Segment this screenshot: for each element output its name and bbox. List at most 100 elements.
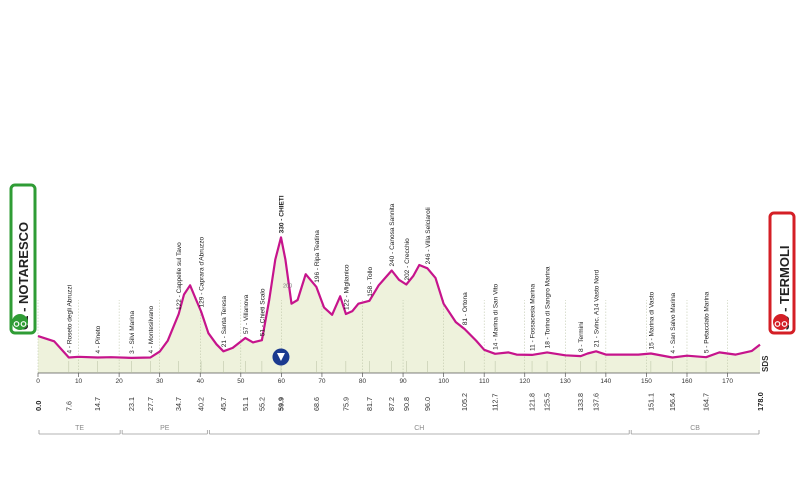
- waypoint-name: 51 - Chieti Scalo: [259, 288, 266, 336]
- waypoint-name: 57 - Villanova: [243, 294, 250, 334]
- waypoint-km-label: 112.7: [491, 394, 500, 411]
- waypoint-name: 3 - Silvi Marina: [129, 311, 136, 354]
- waypoint-km-label: 75.9: [341, 397, 350, 411]
- kom-arrow-icon: [276, 353, 285, 361]
- waypoint-km-label: 55.2: [257, 397, 266, 411]
- waypoint-name: 81 - Ortona: [462, 292, 469, 325]
- km-tick-label: 40: [197, 378, 205, 385]
- start-badge: [9, 183, 37, 335]
- waypoint-name: 246 - Villa Selciaroli: [425, 207, 432, 264]
- bike-wheel-icon: [13, 321, 20, 327]
- waypoint-km-label: 125.5: [543, 393, 552, 411]
- waypoint-km-label: 156.4: [668, 393, 677, 411]
- region-label: PE: [160, 425, 170, 432]
- waypoint-name: 330 - CHIETI: [278, 195, 285, 233]
- waypoint-km-label: 137.6: [592, 393, 601, 411]
- km-tick-label: 90: [399, 378, 407, 385]
- waypoint-name: 196 - Ripa Teatina: [314, 230, 321, 283]
- start-bike-icon: [12, 314, 28, 330]
- waypoint-km-label: 121.8: [528, 393, 537, 411]
- km-tick-label: 20: [116, 378, 124, 385]
- waypoint-km-label: 81.7: [365, 397, 374, 411]
- km-tick-label: 30: [156, 378, 164, 385]
- km-tick-label: 170: [722, 378, 733, 385]
- start-marker: 62 - NOTARESCO: [9, 183, 37, 335]
- km-tick-label: 110: [479, 378, 490, 385]
- waypoint-name: 202 - Crecchio: [404, 238, 411, 281]
- waypoint-name: 122 - Miglianico: [343, 264, 350, 310]
- start-label: 62 - NOTARESCO: [16, 222, 31, 330]
- waypoint-km-label: 14.7: [93, 397, 102, 411]
- kom-marker: [272, 348, 290, 366]
- start-separator: -: [16, 304, 31, 316]
- waypoint-km-label: 133.8: [576, 393, 585, 411]
- bike-wheel-icon: [20, 321, 27, 327]
- waypoint-km-label: 45.7: [219, 397, 228, 411]
- elevation-tick-label: 200: [283, 283, 292, 289]
- waypoint-km-label: 27.7: [146, 397, 155, 411]
- waypoint-km-label: 51.1: [241, 397, 250, 411]
- waypoint-km-label: 68.6: [312, 397, 321, 411]
- waypoint-name: 240 - Canosa Sannita: [389, 203, 396, 266]
- endpoint-km-label: 178.0: [756, 392, 765, 411]
- region-band: TE PE CH CB: [38, 425, 760, 435]
- waypoint-name: 15 - Marina di Vasto: [648, 291, 655, 349]
- km-tick-label: 140: [600, 378, 611, 385]
- km-tick-label: 160: [682, 378, 693, 385]
- bike-wheel-icon: [781, 321, 788, 327]
- waypoint-name: 4 - San Salvo Marina: [670, 292, 677, 353]
- waypoint-km-label: 23.1: [127, 397, 136, 411]
- waypoint-name: 14 - Marina di San Vito: [493, 283, 500, 349]
- km-tick-label: 80: [359, 378, 367, 385]
- waypoint-name: 158 - Tollo: [367, 267, 374, 297]
- waypoint-km-label: 59.9: [276, 397, 285, 411]
- waypoint-km-label: 87.2: [387, 397, 396, 411]
- waypoint-name: 11 - Fossacesia Marina: [530, 283, 537, 350]
- start-name: NOTARESCO: [16, 222, 31, 304]
- waypoint-name: 5 - Petacciato Marina: [704, 291, 711, 353]
- km-tick-label: 100: [438, 378, 449, 385]
- km-tick-label: 150: [641, 378, 652, 385]
- waypoint-km-label: 90.8: [402, 397, 411, 411]
- bike-wheel-icon: [774, 321, 781, 327]
- km-tick-label: 10: [75, 378, 83, 385]
- waypoint-km-label: 151.1: [646, 393, 655, 411]
- km-tick-label: 0: [36, 378, 40, 385]
- region-label: CB: [690, 425, 700, 432]
- waypoint-name: 4 - Pineto: [95, 325, 102, 353]
- sprint-label: SDS: [761, 355, 770, 372]
- waypoint-km-label: 164.7: [702, 393, 711, 411]
- waypoint-name: 21 - Santa Teresa: [221, 296, 228, 348]
- elevation-profile-line: [37, 236, 761, 359]
- km-axis: 0 10 20 30 40 50 60 70 80 90 100 110 120 130 140 150 160…: [34, 373, 765, 411]
- waypoint-name: 21 - Svinc. A14 Vasto Nord: [594, 269, 601, 347]
- km-tick-label: 50: [237, 378, 245, 385]
- elevation-axis: 200: [283, 283, 292, 289]
- waypoint-labels: 4 - Roseto degli Abruzzi 7.6 4 - Pineto 14.…: [64, 195, 710, 411]
- endpoint-km-label: 0.0: [34, 401, 43, 411]
- waypoint-km-label: 34.7: [174, 397, 183, 411]
- waypoint-name: 4 - Roseto degli Abruzzi: [66, 285, 73, 354]
- elevation-area: [38, 237, 760, 373]
- region-label: TE: [75, 425, 84, 432]
- finish-badge: [768, 211, 796, 335]
- waypoint-name: 4 - Montesilvano: [148, 305, 155, 353]
- waypoint-name: 122 - Cappelle sul Tavo: [176, 242, 183, 310]
- waypoint-name: 8 - Termini: [578, 322, 585, 352]
- region-label: CH: [414, 425, 424, 432]
- finish-marker: 39 - TERMOLI: [768, 211, 796, 335]
- waypoint-name: 129 - Caprara d'Abruzzo: [199, 236, 206, 307]
- km-tick-label: 70: [318, 378, 326, 385]
- waypoint-km-label: 7.6: [64, 401, 73, 411]
- waypoint-km-label: 105.2: [460, 393, 469, 411]
- km-tick-label: 120: [519, 378, 530, 385]
- km-gridlines: [37, 300, 728, 373]
- km-tick-label: 130: [560, 378, 571, 385]
- km-tick-label: 60: [278, 378, 286, 385]
- waypoint-km-label: 40.2: [197, 397, 206, 411]
- waypoint-km-label: 96.0: [423, 397, 432, 411]
- finish-separator: -: [777, 304, 792, 316]
- waypoint-name: 18 - Torino di Sangro Marina: [545, 266, 552, 348]
- finish-name: TERMOLI: [777, 245, 792, 304]
